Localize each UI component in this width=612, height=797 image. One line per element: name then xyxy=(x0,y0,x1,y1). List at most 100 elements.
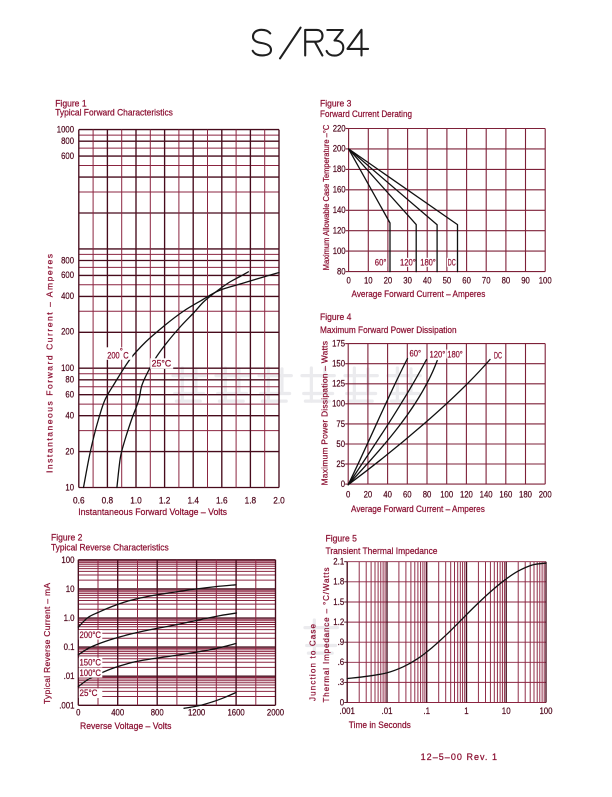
svg-text:0: 0 xyxy=(346,490,350,501)
svg-text:1.2: 1.2 xyxy=(333,617,344,628)
svg-text:0: 0 xyxy=(341,479,345,490)
svg-text:1: 1 xyxy=(464,706,468,717)
svg-text:30: 30 xyxy=(403,275,412,286)
svg-text:100: 100 xyxy=(440,490,453,501)
svg-text:Typical Reverse Characteristic: Typical Reverse Characteristics xyxy=(51,542,169,552)
svg-text:1.4: 1.4 xyxy=(187,496,199,507)
svg-text:0: 0 xyxy=(76,708,80,719)
svg-text:25: 25 xyxy=(336,459,345,470)
svg-text:Forward Current Derating: Forward Current Derating xyxy=(320,109,412,119)
svg-text:60°: 60° xyxy=(375,257,387,267)
svg-text:60: 60 xyxy=(462,275,471,286)
svg-text:20: 20 xyxy=(364,490,373,501)
svg-text:150: 150 xyxy=(332,359,345,370)
svg-text:400: 400 xyxy=(111,708,124,719)
svg-text:Maximum Power Dissipation – Wa: Maximum Power Dissipation – Watts xyxy=(320,341,330,486)
svg-text:50: 50 xyxy=(336,439,345,450)
svg-text:180: 180 xyxy=(519,490,532,501)
svg-text:0.8: 0.8 xyxy=(102,496,114,507)
svg-text:Figure 5: Figure 5 xyxy=(326,534,357,544)
svg-text:160: 160 xyxy=(499,490,512,501)
svg-text:Typical Forward Characteristic: Typical Forward Characteristics xyxy=(55,108,173,118)
svg-text:175: 175 xyxy=(332,339,345,350)
svg-text:1.6: 1.6 xyxy=(216,496,228,507)
svg-text:120: 120 xyxy=(460,490,473,501)
svg-text:25°C: 25°C xyxy=(80,688,98,698)
svg-text:100: 100 xyxy=(332,399,345,410)
svg-text:DC: DC xyxy=(494,350,502,360)
svg-text:200: 200 xyxy=(333,144,346,155)
svg-text:220: 220 xyxy=(333,123,346,134)
svg-text:Instantaneous Forward Current: Instantaneous Forward Current – Amperes xyxy=(45,254,55,473)
svg-text:50: 50 xyxy=(443,275,452,286)
svg-text:Reverse Voltage – Volts: Reverse Voltage – Volts xyxy=(80,721,172,731)
svg-text:200: 200 xyxy=(107,351,119,361)
svg-text:.1: .1 xyxy=(423,706,430,717)
svg-text:Maximum Forward Power Dissipat: Maximum Forward Power Dissipation xyxy=(320,325,457,335)
svg-text:0: 0 xyxy=(340,697,344,708)
svg-text:120: 120 xyxy=(333,226,346,237)
svg-text:Figure 3: Figure 3 xyxy=(320,99,351,109)
svg-text:800: 800 xyxy=(61,136,74,147)
svg-text:1.8: 1.8 xyxy=(245,496,257,507)
svg-text:400: 400 xyxy=(61,291,74,302)
svg-text:2.1: 2.1 xyxy=(333,557,344,568)
svg-text:800: 800 xyxy=(61,255,74,266)
svg-text:.001: .001 xyxy=(340,706,355,717)
svg-text:100: 100 xyxy=(539,706,552,717)
svg-text:20: 20 xyxy=(65,446,74,457)
svg-text:1.5: 1.5 xyxy=(333,597,344,608)
svg-text:125: 125 xyxy=(332,379,345,390)
svg-text:70: 70 xyxy=(482,275,491,286)
svg-text:600: 600 xyxy=(61,270,74,281)
svg-text:.6: .6 xyxy=(338,657,345,668)
svg-text:40: 40 xyxy=(423,275,432,286)
svg-text:1.2: 1.2 xyxy=(159,496,171,507)
svg-text:120°: 120° xyxy=(400,257,416,267)
svg-text:1200: 1200 xyxy=(188,708,205,719)
svg-text:Figure 2: Figure 2 xyxy=(51,532,82,542)
svg-text:180°: 180° xyxy=(447,349,463,359)
svg-text:Figure 4: Figure 4 xyxy=(320,312,351,322)
svg-text:10: 10 xyxy=(66,584,75,595)
svg-text:100: 100 xyxy=(61,555,74,566)
svg-text:Maximum Allowable Case Tempera: Maximum Allowable Case Temperature –°C xyxy=(321,125,331,271)
svg-text:20: 20 xyxy=(384,275,393,286)
svg-text:200: 200 xyxy=(61,327,74,338)
svg-text:40: 40 xyxy=(383,490,392,501)
svg-text:80: 80 xyxy=(423,490,432,501)
svg-text:12–5–00 Rev. 1: 12–5–00 Rev. 1 xyxy=(421,752,497,762)
svg-text:.01: .01 xyxy=(382,706,393,717)
svg-text:180°: 180° xyxy=(420,257,436,267)
svg-text:1600: 1600 xyxy=(228,708,245,719)
svg-text:140: 140 xyxy=(480,490,493,501)
svg-text:Figure 1: Figure 1 xyxy=(55,98,86,108)
svg-text:180: 180 xyxy=(333,164,346,175)
svg-text:80: 80 xyxy=(65,375,74,386)
svg-text:60: 60 xyxy=(403,490,412,501)
svg-text:100: 100 xyxy=(539,275,552,286)
svg-text:°: ° xyxy=(120,347,123,356)
svg-text:Junction to Case: Junction to Case xyxy=(309,623,318,701)
svg-text:Typical Reverse Current – mA: Typical Reverse Current – mA xyxy=(42,583,52,704)
svg-text:120°: 120° xyxy=(430,349,446,359)
svg-text:.3: .3 xyxy=(338,677,345,688)
svg-text:200: 200 xyxy=(539,490,552,501)
svg-text:80: 80 xyxy=(337,266,346,277)
svg-text:2.0: 2.0 xyxy=(273,496,285,507)
svg-text:60°: 60° xyxy=(410,348,422,358)
svg-text:40: 40 xyxy=(65,411,74,422)
svg-text:200°C: 200°C xyxy=(80,630,102,640)
svg-text:100°C: 100°C xyxy=(80,668,102,678)
svg-text:75: 75 xyxy=(336,419,345,430)
svg-text:25°C: 25°C xyxy=(152,359,172,369)
svg-text:10: 10 xyxy=(364,275,373,286)
svg-text:600: 600 xyxy=(61,151,74,162)
svg-text:1.0: 1.0 xyxy=(64,613,75,624)
svg-text:Instantaneous Forward Voltage: Instantaneous Forward Voltage – Volts xyxy=(78,507,227,517)
svg-text:150°C: 150°C xyxy=(80,658,102,668)
svg-text:1.8: 1.8 xyxy=(333,577,344,588)
svg-text:C: C xyxy=(123,350,129,360)
svg-text:1000: 1000 xyxy=(57,124,74,135)
svg-text:Transient Thermal Impedance: Transient Thermal Impedance xyxy=(326,546,438,556)
